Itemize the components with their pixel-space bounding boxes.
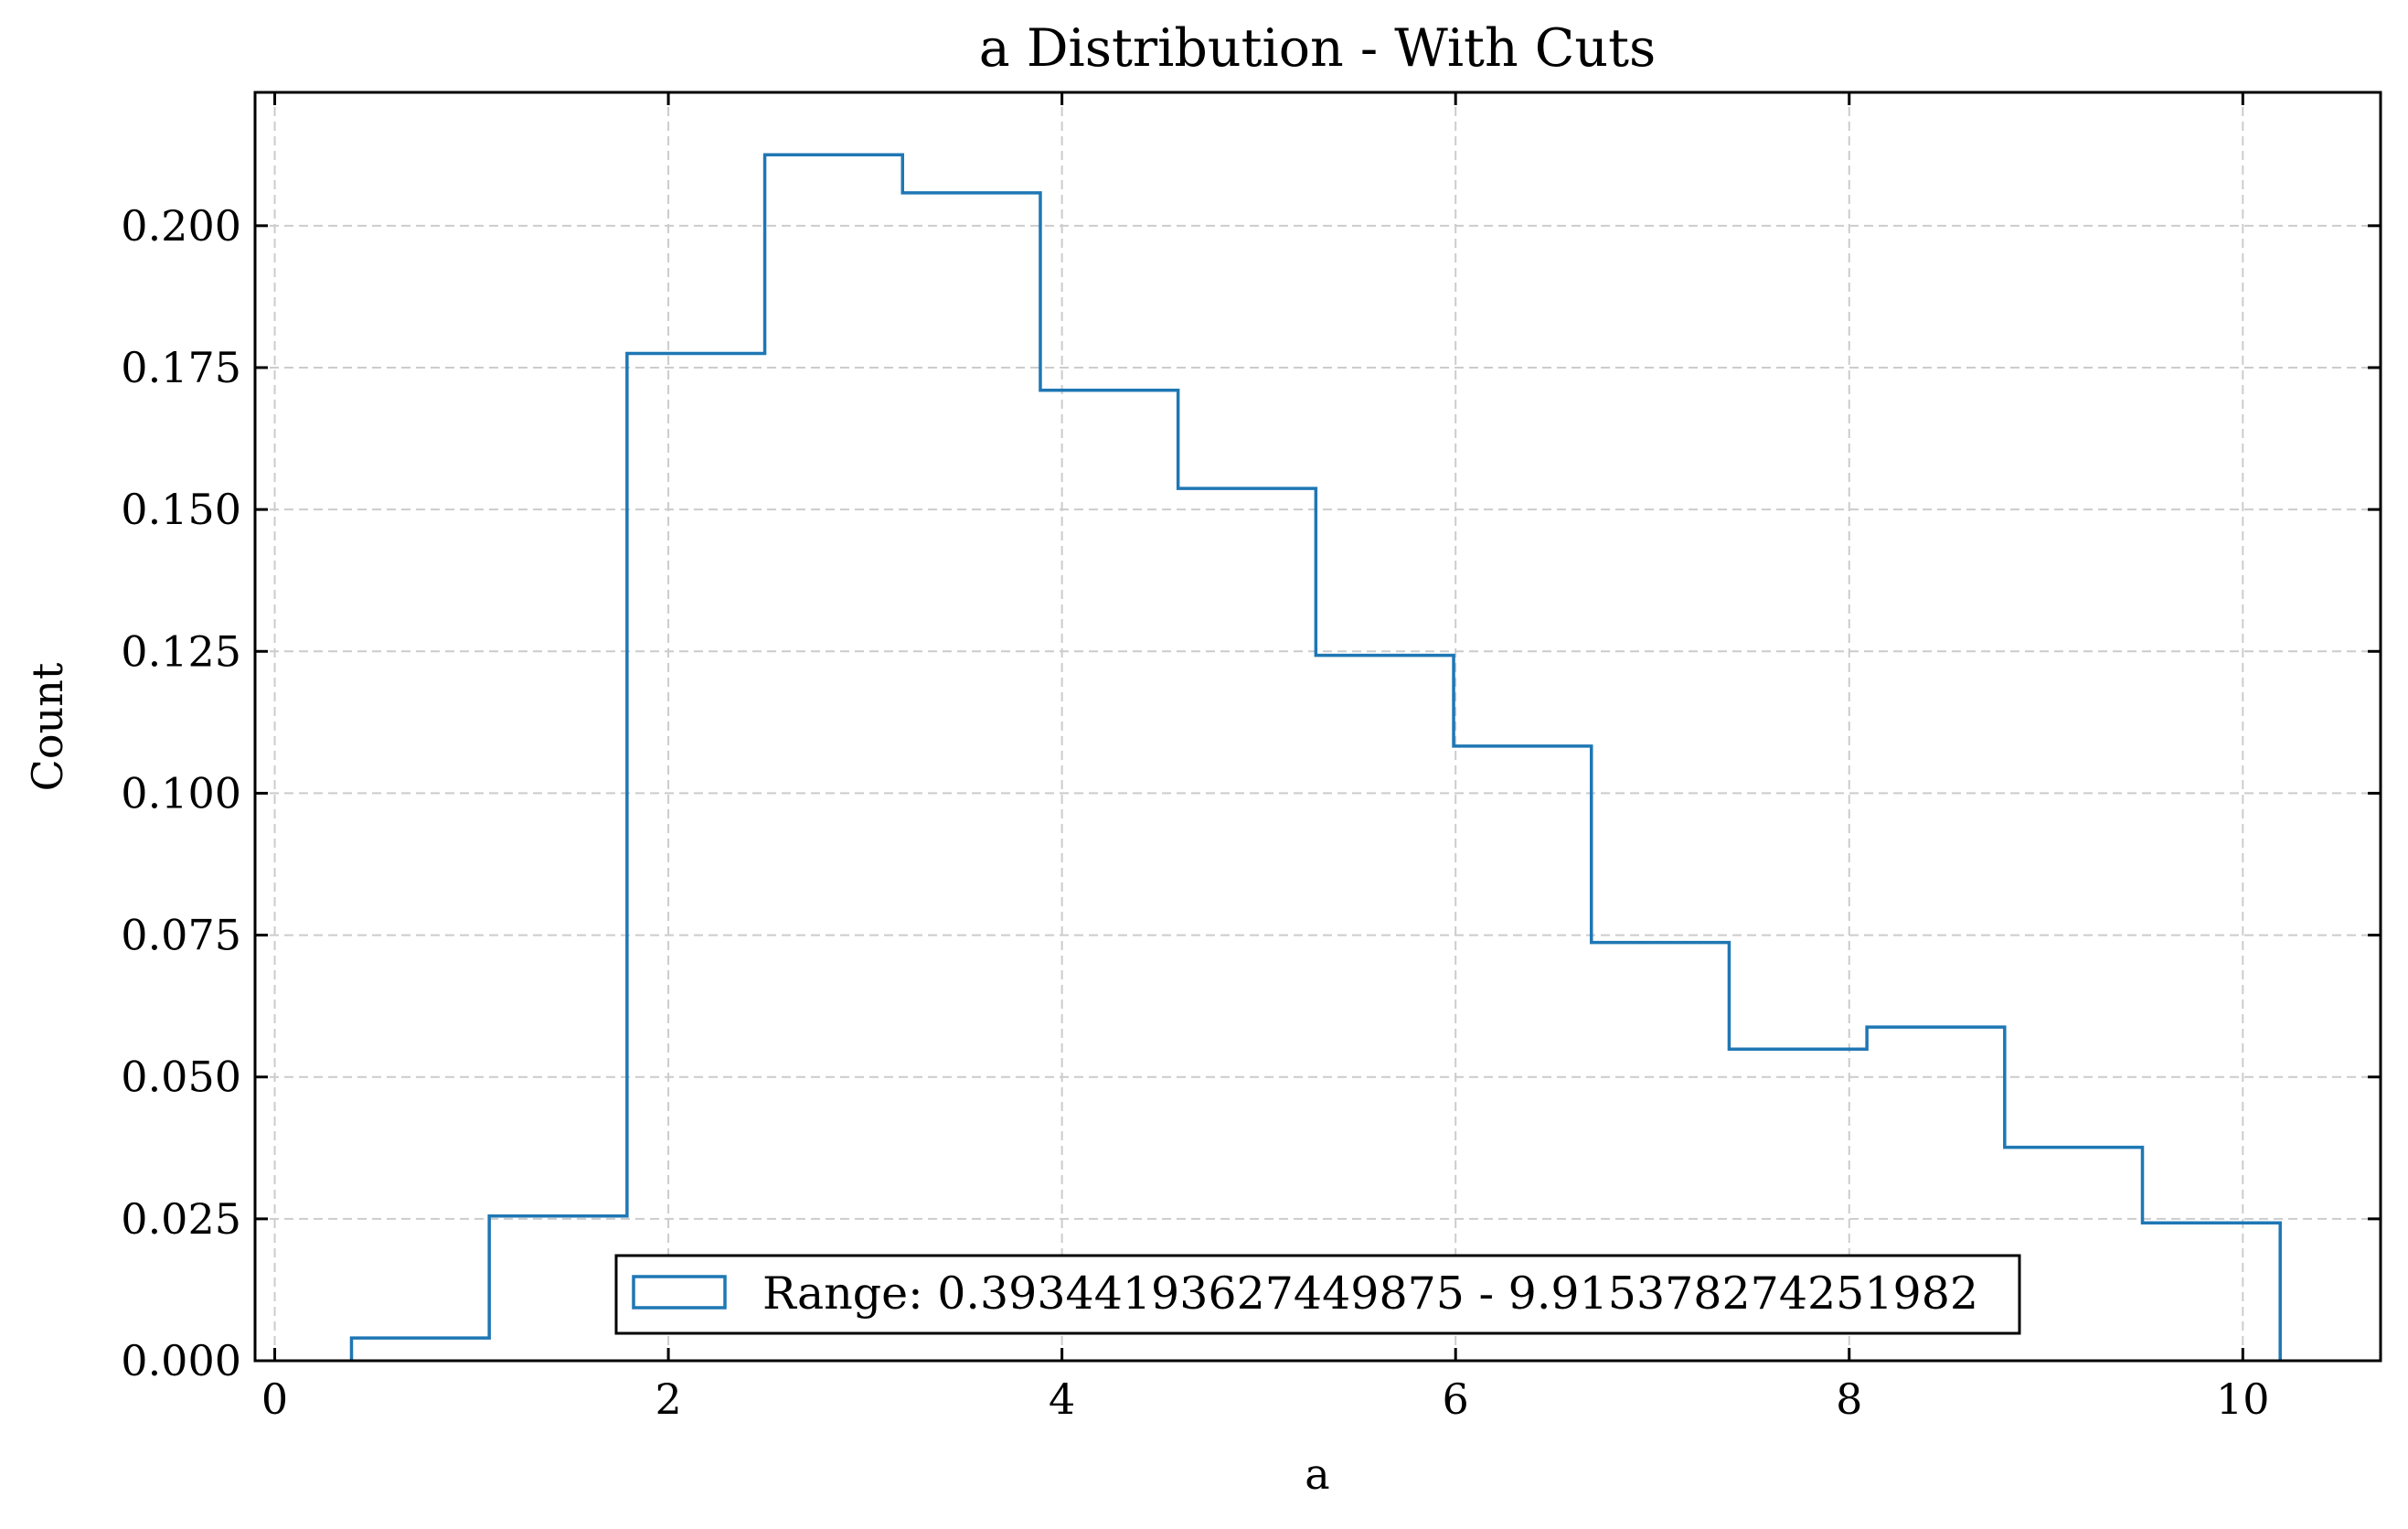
y-tick-label: 0.200	[121, 201, 241, 251]
legend-box	[614, 1254, 2021, 1335]
y-tick-label: 0.050	[121, 1053, 241, 1102]
y-axis-label: Count	[23, 662, 72, 791]
y-tick-label: 0.100	[121, 768, 241, 818]
x-tick-label: 8	[1836, 1374, 1862, 1424]
y-tick-label: 0.000	[121, 1336, 241, 1385]
x-tick-labels: 0 2 4 6 8 10	[261, 1374, 2270, 1424]
legend-swatch	[632, 1275, 727, 1310]
x-axis-label: a	[1305, 1449, 1329, 1499]
legend: Range: 0.39344193627449875 - 9.915378274…	[614, 1254, 2021, 1335]
histogram-bar	[2143, 1223, 2281, 1361]
axis-ticks	[255, 92, 2381, 1363]
histogram-bar	[765, 155, 903, 1361]
x-tick-label: 6	[1443, 1374, 1469, 1424]
histogram-step-line	[349, 153, 2282, 1361]
histogram-bar	[627, 353, 765, 1361]
y-tick-labels: 0.000 0.025 0.050 0.075 0.100 0.125 0.150 0.175…	[121, 201, 241, 1385]
histogram-bar	[2005, 1148, 2143, 1361]
grid-lines	[255, 92, 2381, 1361]
x-tick-label: 4	[1049, 1374, 1075, 1424]
x-tick-label: 2	[655, 1374, 681, 1424]
histogram-bar	[1178, 488, 1316, 1361]
y-tick-label: 0.150	[121, 485, 241, 534]
y-tick-label: 0.025	[121, 1194, 241, 1244]
histogram-bar	[351, 1338, 489, 1361]
histogram-bar	[1040, 390, 1178, 1361]
chart-title: a Distribution - With Cuts	[979, 18, 1657, 79]
x-tick-label: 0	[261, 1374, 288, 1424]
y-tick-label: 0.125	[121, 626, 241, 676]
legend-label: Range: 0.39344193627449875 - 9.915378274…	[762, 1267, 1978, 1320]
histogram-bar	[489, 1216, 627, 1361]
y-tick-label: 0.175	[121, 343, 241, 392]
histogram-bars	[351, 155, 2280, 1361]
y-tick-label: 0.075	[121, 911, 241, 960]
plot-frame	[253, 91, 2382, 1363]
x-tick-label: 10	[2216, 1374, 2270, 1424]
